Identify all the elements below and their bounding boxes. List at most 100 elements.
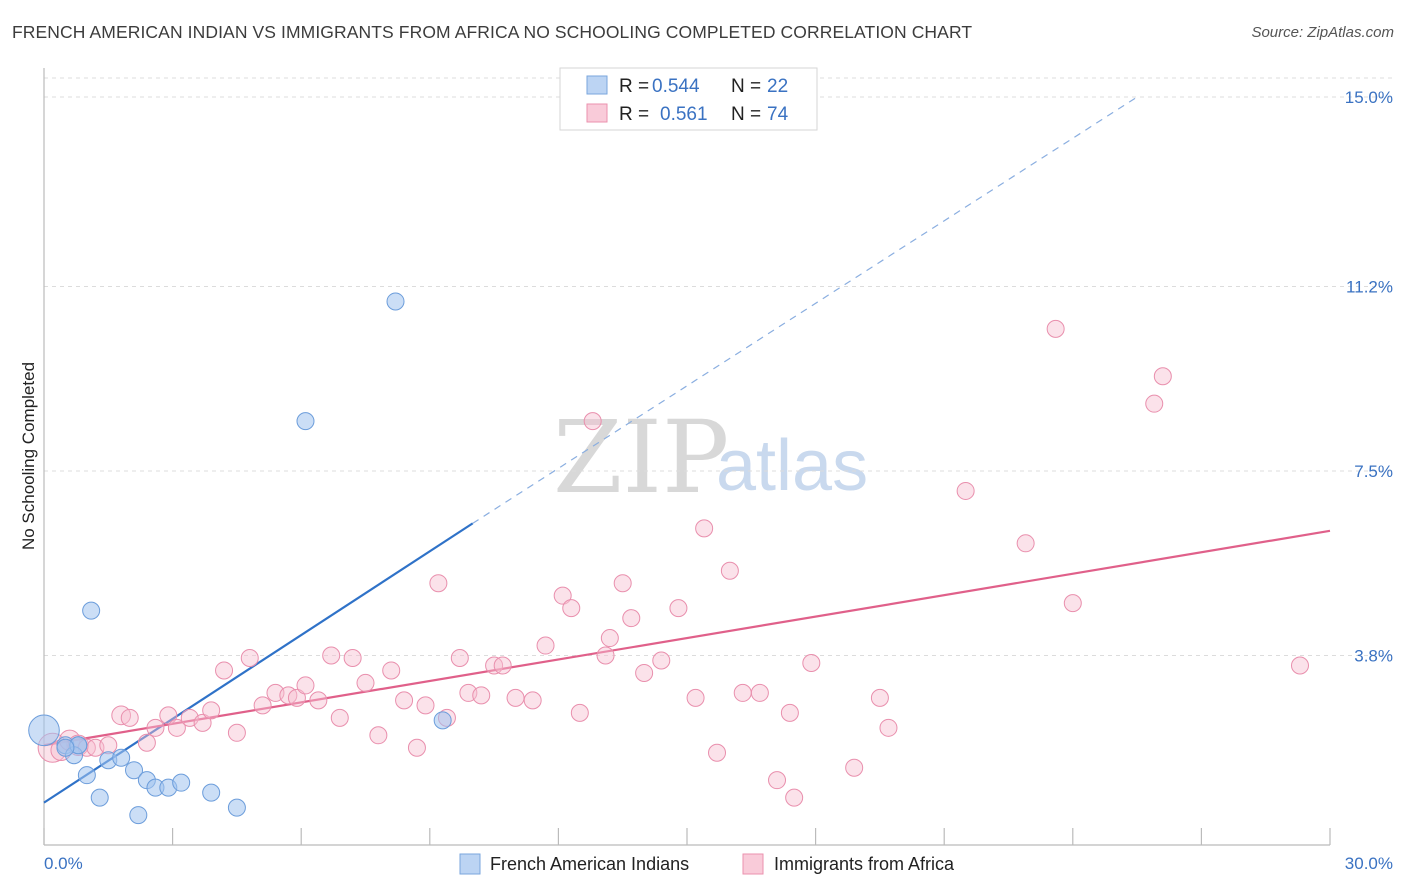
y-tick-label: 11.2% <box>1346 277 1393 296</box>
point-immigrants-from-africa <box>845 758 864 777</box>
point-immigrants-from-africa <box>596 646 615 665</box>
legend-r-label-1: R = <box>619 76 649 97</box>
point-immigrants-from-africa <box>1153 367 1172 386</box>
bottom-legend-label-2: Immigrants from Africa <box>774 854 955 874</box>
y-tick-label: 7.5% <box>1354 462 1393 481</box>
y-tick-label: 3.8% <box>1354 647 1393 666</box>
point-immigrants-from-africa <box>635 663 654 682</box>
point-immigrants-from-africa <box>1290 656 1309 675</box>
point-immigrants-from-africa <box>472 686 491 705</box>
legend-n-label-1: N = <box>731 76 761 97</box>
point-immigrants-from-africa <box>733 683 752 702</box>
point-immigrants-from-africa <box>356 673 375 692</box>
watermark-zip: ZIP <box>553 399 729 516</box>
point-immigrants-from-africa <box>570 703 589 722</box>
watermark-atlas: atlas <box>716 426 868 506</box>
point-immigrants-from-africa <box>879 718 898 737</box>
x-tick-label-max: 30.0% <box>1345 854 1393 873</box>
point-immigrants-from-africa <box>768 771 787 790</box>
chart-source: Source: ZipAtlas.com <box>1251 24 1394 41</box>
point-french-american-indians <box>90 788 109 807</box>
point-immigrants-from-africa <box>750 683 769 702</box>
point-immigrants-from-africa <box>600 629 619 648</box>
point-immigrants-from-africa <box>785 788 804 807</box>
point-immigrants-from-africa <box>1046 319 1065 338</box>
point-immigrants-from-africa <box>669 599 688 618</box>
y-axis-title: No Schooling Completed <box>19 362 38 550</box>
point-immigrants-from-africa <box>622 609 641 628</box>
legend-r-label-2: R = <box>619 104 649 125</box>
legend-swatch-pink <box>586 103 608 123</box>
point-immigrants-from-africa <box>523 691 542 710</box>
point-immigrants-from-africa <box>382 661 401 680</box>
point-french-american-indians <box>112 748 131 767</box>
point-immigrants-from-africa <box>429 574 448 593</box>
point-immigrants-from-africa <box>167 718 186 737</box>
point-french-american-indians <box>77 766 96 785</box>
bottom-legend-label-1: French American Indians <box>490 854 689 874</box>
point-immigrants-from-africa <box>802 653 821 672</box>
data-points <box>28 292 1309 825</box>
point-french-american-indians <box>56 738 75 757</box>
point-immigrants-from-africa <box>193 713 212 732</box>
chart-title: FRENCH AMERICAN INDIAN VS IMMIGRANTS FRO… <box>12 22 973 42</box>
point-immigrants-from-africa <box>695 519 714 538</box>
point-immigrants-from-africa <box>583 412 602 431</box>
point-french-american-indians <box>82 601 101 620</box>
axes <box>43 68 1331 846</box>
point-french-american-indians <box>227 798 246 817</box>
point-immigrants-from-africa <box>780 703 799 722</box>
point-immigrants-from-africa <box>493 656 512 675</box>
legend-r-value-1: 0.544 <box>652 76 700 97</box>
grid-lines <box>44 77 1395 657</box>
point-immigrants-from-africa <box>686 688 705 707</box>
x-tick-labels: 0.0% 30.0% <box>44 854 1393 873</box>
point-french-american-indians <box>125 761 144 780</box>
point-immigrants-from-africa <box>322 646 341 665</box>
point-immigrants-from-africa <box>330 708 349 727</box>
point-immigrants-from-africa <box>287 688 306 707</box>
point-french-american-indians <box>28 714 60 747</box>
y-tick-labels: 3.8% 7.5% 11.2% 15.0% <box>1345 88 1393 666</box>
point-immigrants-from-africa <box>369 726 388 745</box>
point-immigrants-from-africa <box>870 688 889 707</box>
point-immigrants-from-africa <box>956 481 975 500</box>
point-immigrants-from-africa <box>253 696 272 715</box>
point-french-american-indians <box>386 292 405 311</box>
point-french-american-indians <box>129 806 148 825</box>
legend-n-value-1: 22 <box>767 76 788 97</box>
point-immigrants-from-africa <box>450 649 469 667</box>
top-legend: R = 0.544 N = 22 R = 0.561 N = 74 <box>559 67 818 131</box>
point-immigrants-from-africa <box>1016 534 1035 553</box>
point-immigrants-from-africa <box>137 733 156 752</box>
point-immigrants-from-africa <box>309 691 328 710</box>
point-immigrants-from-africa <box>159 706 178 725</box>
bottom-legend-swatch-pink <box>742 853 764 875</box>
point-immigrants-from-africa <box>215 661 234 680</box>
point-immigrants-from-africa <box>99 736 118 755</box>
point-immigrants-from-africa <box>343 649 362 667</box>
legend-n-label-2: N = <box>731 104 761 125</box>
point-immigrants-from-africa <box>120 708 139 727</box>
legend-r-value-2: 0.561 <box>660 104 708 125</box>
trend-line-extension-french-american-indians <box>472 96 1138 524</box>
point-immigrants-from-africa <box>652 651 671 670</box>
point-french-american-indians <box>296 412 315 431</box>
legend-n-value-2: 74 <box>767 104 789 125</box>
point-french-american-indians <box>202 783 221 802</box>
point-immigrants-from-africa <box>395 691 414 710</box>
trend-line-immigrants-from-africa <box>43 529 1331 747</box>
point-immigrants-from-africa <box>506 688 525 707</box>
point-immigrants-from-africa <box>202 701 221 720</box>
point-immigrants-from-africa <box>720 561 739 580</box>
point-immigrants-from-africa <box>562 599 581 618</box>
point-immigrants-from-africa <box>296 676 315 695</box>
y-tick-label: 15.0% <box>1345 88 1393 107</box>
point-immigrants-from-africa <box>227 723 246 742</box>
bottom-legend-swatch-blue <box>459 853 481 875</box>
point-immigrants-from-africa <box>416 696 435 715</box>
point-french-american-indians <box>172 773 191 792</box>
legend-swatch-blue <box>586 75 608 95</box>
